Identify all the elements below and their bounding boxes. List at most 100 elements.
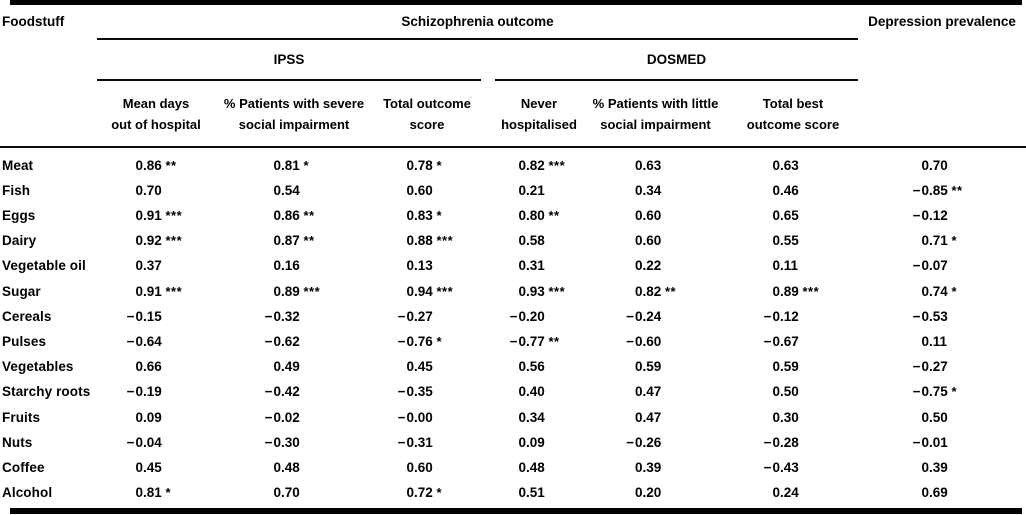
food-label: Vegetables: [2, 359, 74, 375]
value-cell: 0.20: [635, 485, 662, 501]
food-label: Nuts: [2, 434, 33, 450]
value-cell: −0.77 **: [509, 334, 560, 349]
value-cell: −0.35: [397, 384, 433, 400]
value-cell: 0.59: [772, 359, 799, 375]
value-cell: 0.72 *: [406, 485, 443, 501]
table-top-rule: [10, 0, 1022, 5]
value-cell: −0.62: [264, 334, 300, 349]
value-cell: 0.86 **: [135, 157, 177, 173]
depression-prevalence-column-header: Depression prevalence: [868, 14, 1016, 29]
value-cell: 0.09: [135, 409, 162, 425]
table-header-row-1: Foodstuff Schizophrenia outcome Depressi…: [0, 5, 1026, 38]
column-header: Mean days out of hospital: [111, 95, 201, 132]
value-cell: 0.91 ***: [135, 208, 183, 224]
value-cell: 0.78 *: [406, 157, 443, 173]
value-cell: 0.60: [406, 182, 433, 198]
value-cell: −0.20: [509, 308, 545, 324]
subgroup-header-rules: [0, 79, 1026, 81]
table-row: Meat 0.86 ** 0.81 * 0.78 * 0.82 *** 0.63 0.63 0.70: [0, 153, 1026, 178]
dosmed-rule: [495, 79, 858, 81]
food-label: Eggs: [2, 208, 36, 224]
subgroup-header-ipss: IPSS: [273, 52, 305, 67]
value-cell: 0.60: [635, 233, 662, 249]
food-label: Fruits: [2, 409, 41, 425]
table-row: Dairy 0.92 *** 0.87 ** 0.88 *** 0.58 0.60 0.55 0.7…: [0, 228, 1026, 253]
value-cell: 0.89 ***: [772, 283, 820, 299]
food-label: Cereals: [2, 308, 52, 324]
value-cell: 0.39: [921, 459, 948, 475]
value-cell: 0.87 **: [273, 233, 315, 249]
value-cell: 0.47: [635, 384, 662, 400]
value-cell: 0.70: [921, 157, 948, 173]
value-cell: −0.00: [397, 409, 433, 425]
table-row: Fish 0.70 0.54 0.60 0.21 0.34 0.46 −0.85 **: [0, 178, 1026, 203]
value-cell: 0.34: [518, 409, 545, 425]
value-cell: −0.75 *: [912, 384, 958, 400]
food-label: Sugar: [2, 283, 41, 299]
value-cell: −0.15: [126, 308, 162, 324]
value-cell: −0.43: [763, 459, 799, 475]
food-label: Pulses: [2, 334, 47, 349]
value-cell: 0.70: [135, 182, 162, 198]
value-cell: 0.48: [273, 459, 300, 475]
value-cell: −0.85 **: [912, 182, 963, 198]
value-cell: 0.65: [772, 208, 799, 224]
subgroup-header-dosmed: DOSMED: [646, 52, 707, 67]
table-row: Vegetables 0.66 0.49 0.45 0.56 0.59 0.59 −0.27: [0, 354, 1026, 379]
value-cell: −0.28: [763, 434, 799, 450]
value-cell: 0.47: [635, 409, 662, 425]
value-cell: 0.45: [406, 359, 433, 375]
column-header: Total best outcome score: [746, 95, 840, 132]
foodstuff-column-header: Foodstuff: [2, 14, 65, 29]
value-cell: −0.32: [264, 308, 300, 324]
table-row: Sugar 0.91 *** 0.89 *** 0.94 *** 0.93 *** 0.82 ** 0…: [0, 279, 1026, 304]
value-cell: 0.94 ***: [406, 283, 454, 299]
column-header: Never hospitalised: [501, 95, 577, 132]
value-cell: −0.24: [626, 308, 662, 324]
value-cell: 0.81 *: [273, 157, 310, 173]
schizophrenia-outcome-group-header: Schizophrenia outcome: [401, 14, 554, 29]
value-cell: −0.67: [763, 334, 799, 349]
value-cell: 0.88 ***: [406, 233, 454, 249]
value-cell: 0.11: [772, 258, 799, 274]
table-row: Alcohol 0.81 * 0.70 0.72 * 0.51 0.20 0.24 0.69: [0, 480, 1026, 505]
table-header-row-2: IPSS DOSMED: [0, 40, 1026, 79]
value-cell: −0.64: [126, 334, 162, 349]
value-cell: −0.31: [397, 434, 433, 450]
table-bottom-rule: [10, 508, 1022, 515]
table-row: Starchy roots −0.19 −0.42 −0.35 0.40 0.47 0.50…: [0, 379, 1026, 404]
value-cell: 0.89 ***: [273, 283, 321, 299]
value-cell: 0.54: [273, 182, 300, 198]
value-cell: 0.66: [135, 359, 162, 375]
value-cell: 0.71 *: [921, 233, 958, 249]
table-row: Vegetable oil 0.37 0.16 0.13 0.31 0.22 0.11 −0.…: [0, 253, 1026, 278]
value-cell: 0.56: [518, 359, 545, 375]
table-header-row-3: Mean days out of hospital % Patients with …: [0, 81, 1026, 146]
value-cell: 0.60: [406, 459, 433, 475]
value-cell: −0.01: [912, 434, 948, 450]
value-cell: 0.34: [635, 182, 662, 198]
value-cell: −0.12: [912, 208, 948, 224]
value-cell: 0.49: [273, 359, 300, 375]
value-cell: 0.63: [772, 157, 799, 173]
value-cell: 0.63: [635, 157, 662, 173]
value-cell: 0.37: [135, 258, 162, 274]
table-row: Coffee 0.45 0.48 0.60 0.48 0.39 −0.43 0.39: [0, 455, 1026, 480]
value-cell: 0.50: [772, 384, 799, 400]
value-cell: 0.69: [921, 485, 948, 501]
value-cell: 0.24: [772, 485, 799, 501]
value-cell: 0.59: [635, 359, 662, 375]
value-cell: 0.70: [273, 485, 300, 501]
column-header: % Patients with severe social impairment: [223, 95, 365, 132]
food-label: Starchy roots: [2, 384, 91, 400]
value-cell: 0.11: [921, 334, 948, 349]
value-cell: −0.02: [264, 409, 300, 425]
table-body: Meat 0.86 ** 0.81 * 0.78 * 0.82 *** 0.63 0.63 0.70 F…: [0, 153, 1026, 506]
value-cell: 0.48: [518, 459, 545, 475]
value-cell: −0.12: [763, 308, 799, 324]
column-header: Total outcome score: [383, 95, 471, 132]
value-cell: 0.82 **: [635, 283, 677, 299]
value-cell: 0.22: [635, 258, 662, 274]
value-cell: 0.13: [406, 258, 433, 274]
